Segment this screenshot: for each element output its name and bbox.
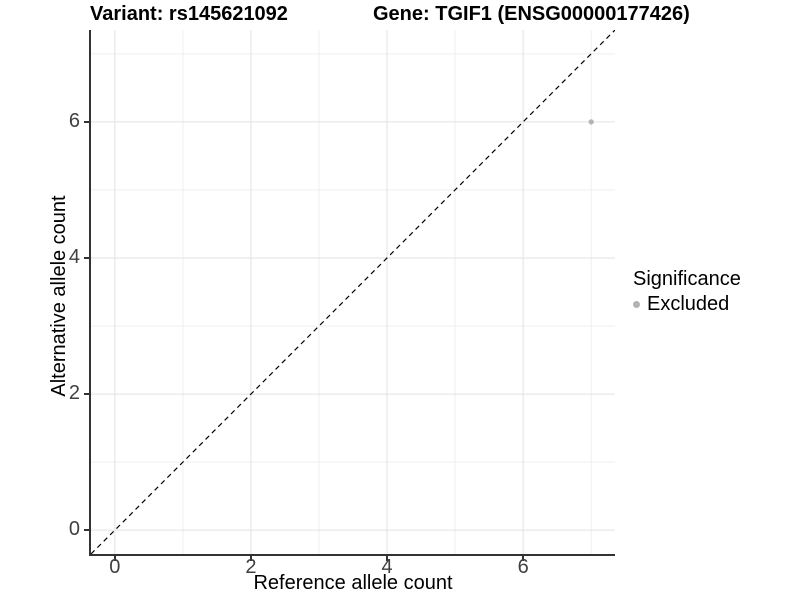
- y-axis-title: Alternative allele count: [48, 195, 70, 397]
- plot-panel: [91, 30, 615, 554]
- identity-dashed-line: [91, 30, 615, 554]
- legend-title: Significance: [633, 268, 741, 290]
- x-tick: [386, 556, 389, 561]
- y-tick-label: 0: [68, 518, 80, 541]
- data-point: [588, 119, 594, 125]
- x-tick: [522, 556, 525, 561]
- x-tick: [249, 556, 252, 561]
- legend-item-label: Excluded: [647, 293, 730, 315]
- plot-title-gene: Gene: TGIF1 (ENSG00000177426): [373, 3, 690, 25]
- legend-item: Excluded: [633, 293, 741, 315]
- y-tick-label: 6: [68, 109, 80, 132]
- plot-title-variant: Variant: rs145621092: [90, 3, 288, 25]
- x-axis-title: Reference allele count: [253, 572, 453, 594]
- y-axis-line: [89, 30, 91, 556]
- legend: Significance Excluded: [633, 268, 741, 315]
- x-tick: [113, 556, 116, 561]
- grid-svg: [91, 30, 615, 554]
- x-axis-line: [89, 554, 615, 556]
- legend-key-dot-icon: [633, 300, 640, 308]
